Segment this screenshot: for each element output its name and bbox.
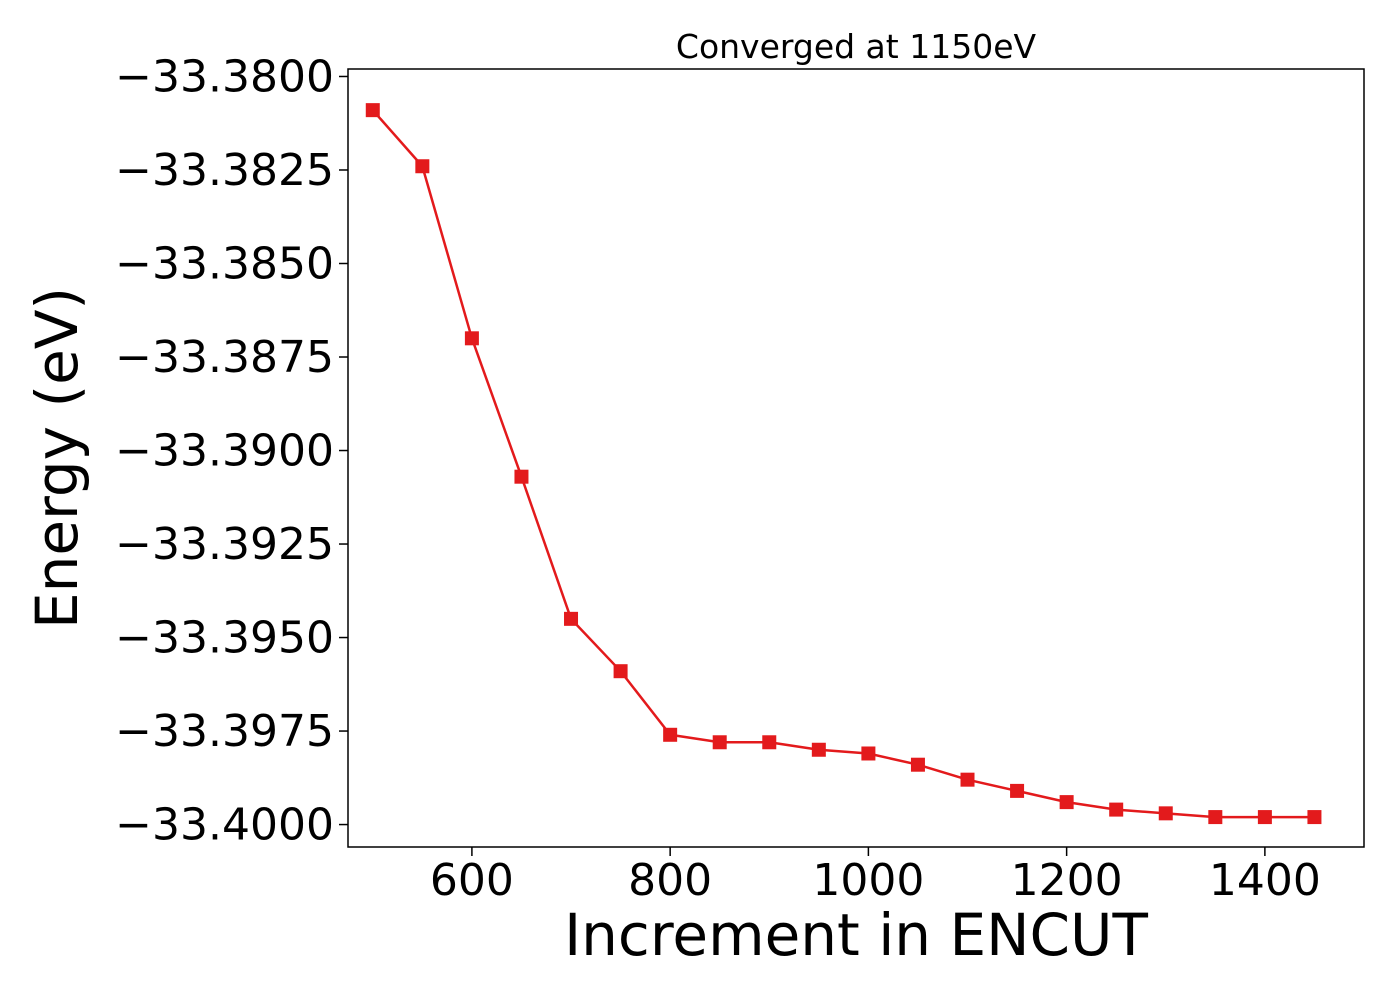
series-line-0 <box>371 109 1315 819</box>
y-tick-label-6: −33.3950 <box>115 613 334 664</box>
data-point-1100 <box>960 772 975 787</box>
data-point-800 <box>663 727 678 742</box>
y-axis-title: Energy (eV) <box>23 287 91 629</box>
y-tick-label-3: −33.3875 <box>115 332 334 383</box>
plot-frame <box>347 68 1365 848</box>
x-tick-label-600: 600 <box>430 855 514 906</box>
y-tick-label-8: −33.4000 <box>115 800 334 851</box>
x-tick-label-800: 800 <box>628 855 712 906</box>
data-point-1050 <box>910 757 925 772</box>
data-point-550 <box>415 159 430 174</box>
data-point-750 <box>613 664 628 679</box>
data-point-1400 <box>1257 810 1272 825</box>
y-tick-label-4: −33.3900 <box>115 426 334 477</box>
data-point-500 <box>365 103 380 118</box>
chart-title: Converged at 1150eV <box>676 27 1037 66</box>
data-point-1350 <box>1208 810 1223 825</box>
data-point-600 <box>464 331 479 346</box>
y-tick-label-5: −33.3925 <box>115 519 334 570</box>
data-point-850 <box>712 735 727 750</box>
y-tick-label-7: −33.3975 <box>115 706 334 757</box>
data-point-1250 <box>1109 802 1124 817</box>
x-axis-title: Increment in ENCUT <box>564 901 1148 969</box>
data-point-700 <box>564 611 579 626</box>
y-tick-label-1: −33.3825 <box>115 145 334 196</box>
x-tick-label-1200: 1200 <box>1011 855 1123 906</box>
data-point-950 <box>811 742 826 757</box>
y-tick-label-2: −33.3850 <box>115 239 334 290</box>
y-tick-label-0: −33.3800 <box>115 51 334 102</box>
data-point-900 <box>762 735 777 750</box>
plot-area: 600 800 1000 1200 1400 −33.3800 −33.3825 −33.38… <box>115 51 1365 906</box>
x-tick-label-1000: 1000 <box>812 855 924 906</box>
data-point-1150 <box>1010 783 1025 798</box>
data-point-1200 <box>1059 795 1074 810</box>
data-point-1000 <box>861 746 876 761</box>
x-tick-label-1400: 1400 <box>1209 855 1321 906</box>
data-point-1300 <box>1158 806 1173 821</box>
data-point-1450 <box>1307 810 1322 825</box>
data-point-650 <box>514 469 529 484</box>
